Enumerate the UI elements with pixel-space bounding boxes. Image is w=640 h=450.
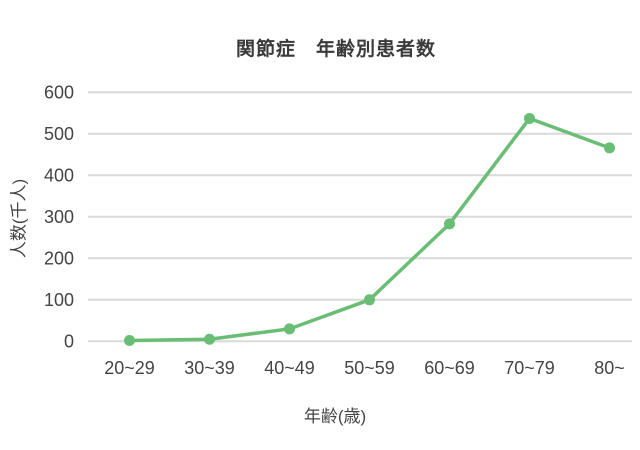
y-axis-title: 人数(千人) — [9, 178, 29, 259]
data-markers — [124, 112, 615, 346]
y-tick-label: 300 — [44, 207, 74, 227]
x-tick-label: 40~49 — [264, 358, 315, 378]
data-point-marker — [444, 218, 455, 230]
x-tick-label: 30~39 — [184, 358, 235, 378]
data-point-marker — [204, 333, 215, 345]
series-line — [127, 116, 612, 343]
y-tick-label: 400 — [44, 165, 74, 185]
chart-title: 関節症 年齢別患者数 — [235, 39, 436, 60]
x-tick-label: 80~ — [594, 358, 625, 378]
data-line — [127, 116, 612, 343]
x-tick-label: 70~79 — [504, 358, 555, 378]
data-point-marker — [124, 334, 135, 346]
data-point-marker — [284, 323, 295, 335]
data-point-marker — [604, 142, 615, 154]
y-tick-label: 600 — [44, 82, 74, 102]
gridlines — [88, 91, 632, 343]
x-tick-label: 20~29 — [104, 358, 155, 378]
data-point-marker — [524, 112, 535, 124]
y-tick-label: 0 — [64, 331, 74, 351]
x-tick-label: 50~59 — [344, 358, 395, 378]
y-tick-labels: 0 100 200 300 400 500 600 — [44, 82, 74, 351]
x-tick-label: 60~69 — [424, 358, 475, 378]
x-tick-labels: 20~29 30~39 40~49 50~59 60~69 70~79 80~ — [104, 358, 625, 378]
y-tick-label: 500 — [44, 124, 74, 144]
y-tick-label: 200 — [44, 248, 74, 268]
data-point-marker — [364, 294, 375, 306]
x-axis-title: 年齢(歳) — [303, 407, 367, 426]
y-tick-label: 100 — [44, 290, 74, 310]
